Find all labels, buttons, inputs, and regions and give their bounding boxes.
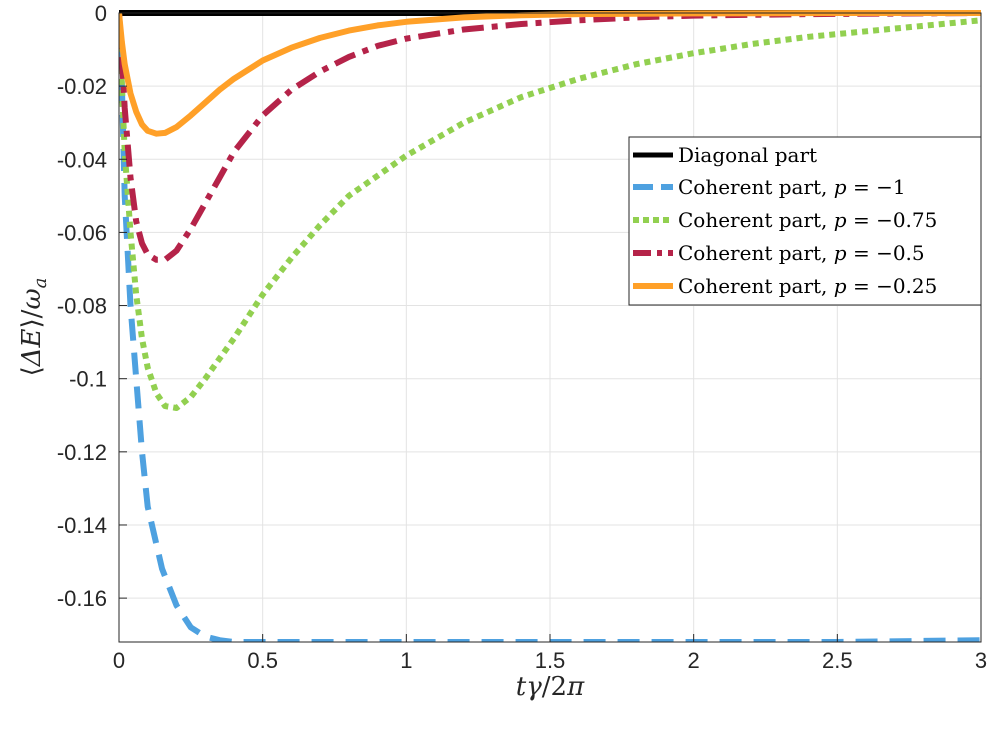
y-tick-label: -0.08 xyxy=(57,294,107,319)
x-tick-label: 0 xyxy=(113,648,125,673)
x-tick-label: 3 xyxy=(975,648,987,673)
legend-box xyxy=(628,136,982,306)
series-line-coherent-part-p-0-75 xyxy=(119,12,981,411)
y-tick-label: -0.02 xyxy=(57,74,107,99)
x-tick-label: 1 xyxy=(400,648,412,673)
y-tick-label: -0.12 xyxy=(57,440,107,465)
series-line-coherent-part-p-0-5 xyxy=(119,10,981,263)
series-line-coherent-part-p-0-25 xyxy=(119,10,981,137)
legend-label-p-minus-0-25: Coherent part, p = −0.25 xyxy=(678,274,937,298)
legend-label-p-minus-0-75: Coherent part, p = −0.75 xyxy=(678,208,937,232)
y-tick-label: -0.06 xyxy=(57,220,107,245)
legend-label-p-minus-0-5: Coherent part, p = −0.5 xyxy=(678,241,925,265)
x-axis: 0 0.5 1 1.5 2 2.5 3 xyxy=(113,634,987,673)
y-tick-label: -0.04 xyxy=(57,147,107,172)
y-axis: 0 -0.02 -0.04 -0.06 -0.08 -0.1 -0.12 -0.14 -0.16 xyxy=(57,1,127,611)
x-axis-label: tγ/2π xyxy=(516,672,585,702)
x-tick-label: 0.5 xyxy=(247,648,278,673)
series-line-coherent-part-p-1 xyxy=(119,12,981,642)
y-tick-label: -0.16 xyxy=(57,586,107,611)
legend-label-p-minus-1: Coherent part, p = −1 xyxy=(678,175,906,199)
x-tick-label: 2.5 xyxy=(822,648,853,673)
y-axis-label: ⟨ΔE⟩/ωa xyxy=(17,278,51,377)
x-tick-label: 2 xyxy=(688,648,700,673)
y-tick-label: -0.14 xyxy=(57,513,107,538)
x-tick-label: 1.5 xyxy=(535,648,566,673)
y-tick-label: 0 xyxy=(95,1,107,26)
legend: Diagonal part Coherent part, p = −1 Cohe… xyxy=(628,136,982,306)
legend-label-diagonal: Diagonal part xyxy=(678,143,817,167)
y-tick-label: -0.1 xyxy=(69,367,107,392)
